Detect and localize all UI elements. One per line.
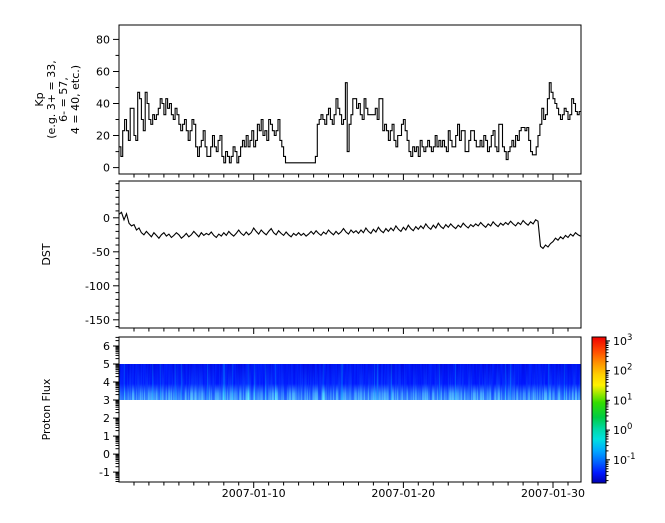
x-date-label: 2007-01-30	[521, 487, 585, 500]
y-tick-label: 5	[103, 358, 110, 371]
dst-panel-frame	[118, 180, 582, 329]
proton_flux-y-ticks	[113, 336, 119, 482]
proton-flux-ylabel: Proton Flux	[40, 378, 53, 440]
dst-ylabel: DST	[40, 243, 53, 265]
y-tick-label: 3	[103, 394, 110, 407]
colorbar-tick-label: 101	[613, 392, 632, 407]
y-tick-label: 0	[103, 162, 110, 175]
kp-x-ticks	[133, 174, 569, 180]
y-tick-label: -100	[85, 280, 110, 293]
y-tick-label: 1	[103, 430, 110, 443]
y-tick-label: 80	[96, 33, 110, 46]
colorbar	[591, 336, 607, 484]
kp-panel-frame	[118, 24, 582, 175]
y-tick-label: -50	[92, 246, 110, 259]
kp-ylabel-line: 4 = 40, etc.)	[69, 65, 82, 134]
y-tick-label: 0	[103, 448, 110, 461]
kp-line	[119, 82, 581, 164]
y-tick-label: 4	[103, 376, 110, 389]
y-tick-label: 6	[103, 340, 110, 353]
colorbar-ticks	[606, 340, 610, 482]
kp-y-ticks	[113, 38, 119, 169]
kp-ylabel-line: Kp	[33, 92, 46, 106]
x-date-label: 2007-01-10	[222, 487, 286, 500]
y-tick-label: 0	[103, 212, 110, 225]
kp-ylabel-line: (e.g. 3+ = 33,	[45, 60, 58, 138]
proton_flux-panel-frame	[118, 336, 582, 483]
proton-flux-spectrogram	[119, 364, 581, 400]
y-tick-label: 60	[96, 65, 110, 78]
dst-line	[118, 211, 581, 250]
proton_flux-x-ticks	[133, 482, 569, 488]
colorbar-tick-label: 10-1	[613, 452, 635, 467]
kp-ylabel-line: 6- = 57,	[57, 77, 70, 122]
colorbar-tick-label: 100	[613, 422, 632, 437]
y-tick-label: 20	[96, 130, 110, 143]
colorbar-tick-label: 102	[613, 363, 632, 378]
y-tick-label: 40	[96, 98, 110, 111]
colorbar-tick-label: 103	[613, 333, 632, 348]
y-tick-label: -150	[85, 314, 110, 327]
y-tick-label: 2	[103, 412, 110, 425]
x-date-label: 2007-01-20	[371, 487, 435, 500]
dst-x-ticks	[133, 328, 569, 334]
y-tick-label: -1	[99, 466, 110, 479]
dst-y-ticks	[113, 183, 119, 328]
